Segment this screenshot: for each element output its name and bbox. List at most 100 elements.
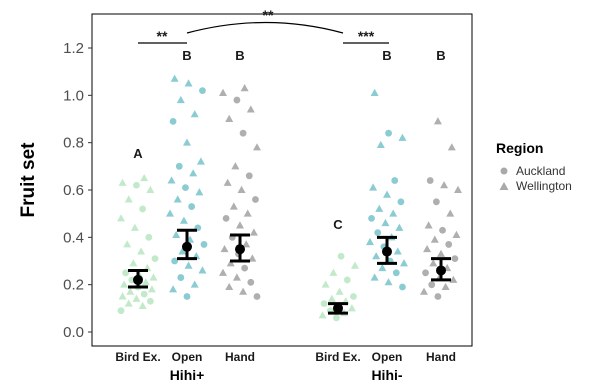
data-point bbox=[130, 223, 139, 231]
data-point bbox=[200, 241, 208, 248]
data-point bbox=[321, 280, 330, 288]
data-point bbox=[428, 281, 436, 289]
data-point bbox=[118, 292, 127, 300]
data-point bbox=[445, 241, 453, 248]
data-point bbox=[178, 247, 187, 255]
data-point bbox=[400, 259, 408, 267]
data-point bbox=[122, 269, 130, 277]
significance-letter: B bbox=[436, 48, 445, 63]
data-point bbox=[333, 314, 340, 322]
data-point bbox=[368, 215, 375, 222]
x-tick-label: Bird Ex. bbox=[315, 350, 360, 364]
data-point bbox=[183, 293, 191, 300]
data-point bbox=[220, 244, 229, 253]
data-point bbox=[318, 311, 327, 319]
data-point bbox=[231, 162, 240, 170]
sig-label-hihi-minus: *** bbox=[358, 28, 375, 44]
hihi-open-mean-point bbox=[182, 241, 192, 252]
hihi-hand-mean-point bbox=[436, 265, 446, 276]
hihi-bird-ex-mean-point bbox=[333, 303, 343, 314]
data-point bbox=[372, 252, 381, 260]
data-point bbox=[222, 215, 230, 222]
data-point bbox=[170, 74, 179, 82]
data-point bbox=[237, 185, 246, 193]
data-point bbox=[439, 226, 446, 234]
data-point bbox=[242, 240, 251, 248]
data-point bbox=[335, 287, 344, 295]
legend: Region Auckland Wellington bbox=[496, 140, 572, 193]
data-point bbox=[137, 247, 146, 255]
data-point bbox=[117, 214, 125, 222]
data-point bbox=[147, 285, 156, 293]
data-point bbox=[454, 185, 462, 193]
data-point bbox=[175, 162, 183, 170]
data-point bbox=[389, 209, 398, 217]
data-point bbox=[381, 218, 390, 227]
data-point bbox=[432, 198, 440, 206]
hihi-bird-ex-mean-point bbox=[133, 274, 143, 285]
y-tick-label: 0.2 bbox=[63, 277, 84, 294]
data-point bbox=[184, 79, 193, 87]
data-point bbox=[329, 268, 338, 276]
data-point bbox=[366, 237, 374, 246]
data-point bbox=[423, 244, 432, 253]
data-point bbox=[429, 259, 438, 267]
data-point bbox=[327, 294, 336, 302]
data-point bbox=[241, 264, 249, 272]
data-point bbox=[320, 300, 328, 307]
means-layer bbox=[128, 228, 451, 315]
data-point bbox=[385, 129, 392, 137]
data-point bbox=[420, 287, 428, 295]
data-point bbox=[151, 255, 159, 263]
data-point bbox=[369, 183, 378, 191]
data-point bbox=[184, 261, 193, 269]
data-point bbox=[392, 269, 400, 277]
data-point bbox=[219, 268, 227, 276]
group-label: Hihi+ bbox=[170, 367, 205, 383]
data-point bbox=[167, 176, 176, 184]
data-point bbox=[190, 110, 199, 118]
sig-label-between-groups: ** bbox=[263, 7, 274, 23]
y-tick-label: 0.0 bbox=[63, 324, 84, 341]
data-point bbox=[393, 247, 402, 255]
data-point bbox=[196, 157, 205, 165]
y-tick-label: 0.8 bbox=[63, 135, 84, 152]
data-point bbox=[449, 275, 458, 283]
data-point bbox=[166, 209, 174, 217]
data-point bbox=[188, 203, 196, 210]
data-point bbox=[169, 117, 177, 125]
data-point bbox=[347, 304, 356, 312]
data-point bbox=[118, 178, 127, 186]
data-point bbox=[117, 307, 125, 315]
x-tick-label: Bird Ex. bbox=[115, 350, 160, 364]
data-point bbox=[395, 223, 404, 231]
data-point bbox=[378, 263, 387, 272]
data-point bbox=[441, 282, 450, 291]
hihi-open-mean-point bbox=[382, 246, 392, 257]
data-point bbox=[350, 293, 357, 300]
legend-auckland-marker bbox=[500, 167, 508, 175]
data-point bbox=[123, 240, 132, 248]
y-tick-label: 1.2 bbox=[63, 40, 84, 57]
data-point bbox=[172, 230, 181, 238]
data-point bbox=[146, 185, 155, 193]
data-point bbox=[384, 278, 393, 286]
data-point bbox=[225, 114, 234, 122]
data-point bbox=[236, 221, 244, 229]
x-tick-label: Open bbox=[372, 350, 403, 364]
data-point bbox=[351, 261, 359, 269]
data-point bbox=[397, 198, 405, 206]
data-point bbox=[398, 133, 407, 141]
data-point bbox=[337, 252, 345, 260]
data-point bbox=[452, 230, 461, 238]
data-point bbox=[343, 276, 351, 284]
x-tick-label: Hand bbox=[225, 350, 255, 364]
data-point bbox=[124, 299, 133, 307]
data-point bbox=[176, 95, 185, 104]
data-point bbox=[182, 184, 189, 192]
significance-letter: B bbox=[382, 48, 391, 63]
y-axis-title: Fruit set bbox=[18, 142, 39, 218]
data-point bbox=[126, 287, 135, 295]
data-point bbox=[375, 204, 384, 212]
